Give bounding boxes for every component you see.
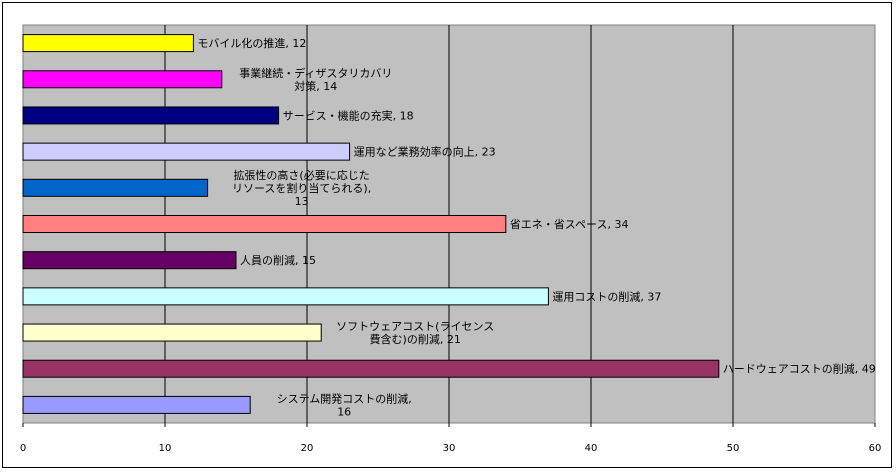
bar xyxy=(22,251,237,270)
x-tick-label: 60 xyxy=(869,443,882,454)
x-tick-label: 50 xyxy=(727,443,740,454)
bar xyxy=(22,142,351,161)
bar xyxy=(22,323,322,342)
x-tick-label: 0 xyxy=(20,443,26,454)
x-tick-label: 20 xyxy=(301,443,314,454)
bar xyxy=(22,106,280,125)
data-labels: モバイル化の推進, 12 事業継続・ディザスタリカバリ対策, 14 サービス・機能の… xyxy=(197,36,875,418)
x-axis: 0 10 20 30 40 50 60 xyxy=(20,423,882,454)
bar xyxy=(22,70,223,89)
bar-chart: モバイル化の推進, 12 事業継続・ディザスタリカバリ対策, 14 サービス・機能の… xyxy=(20,24,882,454)
bar xyxy=(22,178,209,197)
bar xyxy=(22,287,549,306)
data-label: 運用コストの削減, 37 xyxy=(552,289,661,303)
bar xyxy=(22,34,194,53)
bar xyxy=(22,395,251,414)
data-label: 事業継続・ディザスタリカバリ対策, 14 xyxy=(239,66,392,93)
x-tick-label: 10 xyxy=(159,443,172,454)
data-label: サービス・機能の充実, 18 xyxy=(283,108,414,122)
data-label: ハードウェアコストの削減, 49 xyxy=(723,362,876,376)
data-label: 省エネ・省スペース, 34 xyxy=(510,218,629,231)
data-label: 運用など業務効率の向上, 23 xyxy=(354,145,496,159)
data-label: ソフトウェアコスト(ライセンス費含む)の削減, 21 xyxy=(336,320,494,346)
bar xyxy=(22,215,507,233)
data-label: モバイル化の推進, 12 xyxy=(197,36,306,50)
x-tick-label: 30 xyxy=(443,443,456,454)
data-label: システム開発コストの削減, 16 xyxy=(277,391,412,418)
data-label: 拡張性の高さ(必要に応じたリソースを割り当てられる), 13 xyxy=(232,168,371,208)
bar xyxy=(22,359,720,378)
data-label: 人員の削減, 15 xyxy=(240,253,316,267)
bars xyxy=(22,34,720,414)
x-tick-label: 40 xyxy=(585,443,598,454)
